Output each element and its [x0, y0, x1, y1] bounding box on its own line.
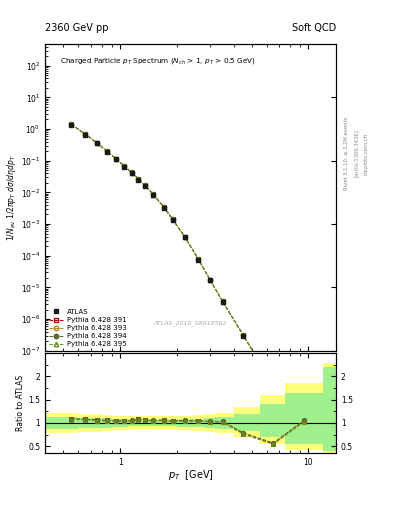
Y-axis label: $1/N_{ev}$ $1/2\pi p_{T}$ $d\sigma/d\eta dp_{T}$: $1/N_{ev}$ $1/2\pi p_{T}$ $d\sigma/d\eta… [5, 154, 18, 241]
Text: Charged Particle $p_{T}$ Spectrum ($N_{ch}$ > 1, $p_{T}$ > 0.5 GeV): Charged Particle $p_{T}$ Spectrum ($N_{c… [60, 56, 256, 66]
Text: Rivet 3.1.10, ≥ 3.2M events: Rivet 3.1.10, ≥ 3.2M events [344, 117, 349, 190]
Text: ATLAS_2010_S8918562: ATLAS_2010_S8918562 [154, 321, 228, 326]
Text: Soft QCD: Soft QCD [292, 23, 336, 33]
Text: 2360 GeV pp: 2360 GeV pp [45, 23, 109, 33]
X-axis label: $p_{T}$  [GeV]: $p_{T}$ [GeV] [168, 468, 213, 482]
Legend: ATLAS, Pythia 6.428 391, Pythia 6.428 393, Pythia 6.428 394, Pythia 6.428 395: ATLAS, Pythia 6.428 391, Pythia 6.428 39… [49, 309, 127, 347]
Text: mcplots.cern.ch: mcplots.cern.ch [364, 133, 369, 175]
Y-axis label: Ratio to ATLAS: Ratio to ATLAS [17, 375, 26, 431]
Text: [arXiv:1306.3436]: [arXiv:1306.3436] [354, 130, 359, 178]
